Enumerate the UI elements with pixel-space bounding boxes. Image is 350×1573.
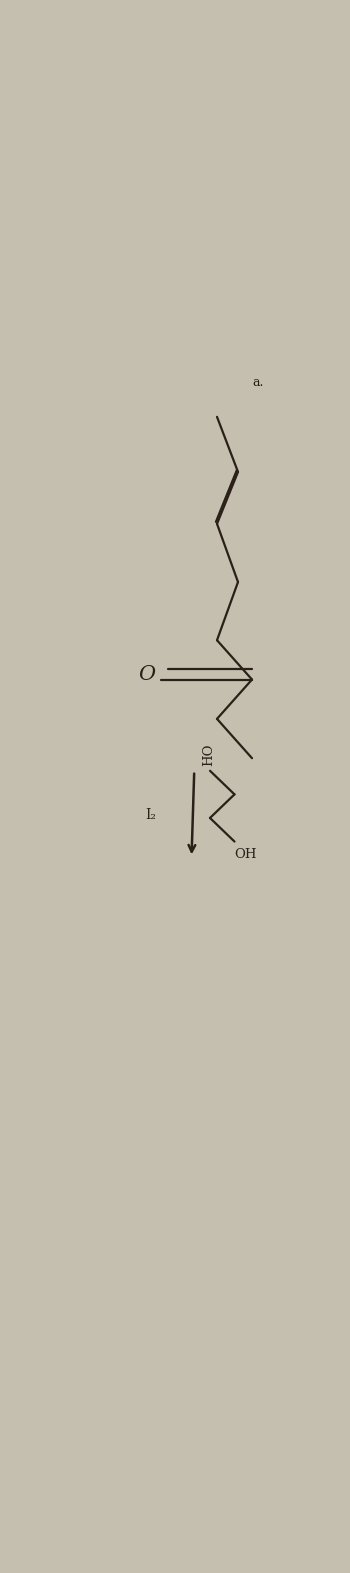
Text: I₂: I₂ bbox=[145, 809, 156, 821]
Text: OH: OH bbox=[234, 848, 257, 860]
Text: a.: a. bbox=[252, 376, 263, 389]
Text: HO: HO bbox=[202, 744, 215, 766]
Text: O: O bbox=[138, 664, 155, 684]
